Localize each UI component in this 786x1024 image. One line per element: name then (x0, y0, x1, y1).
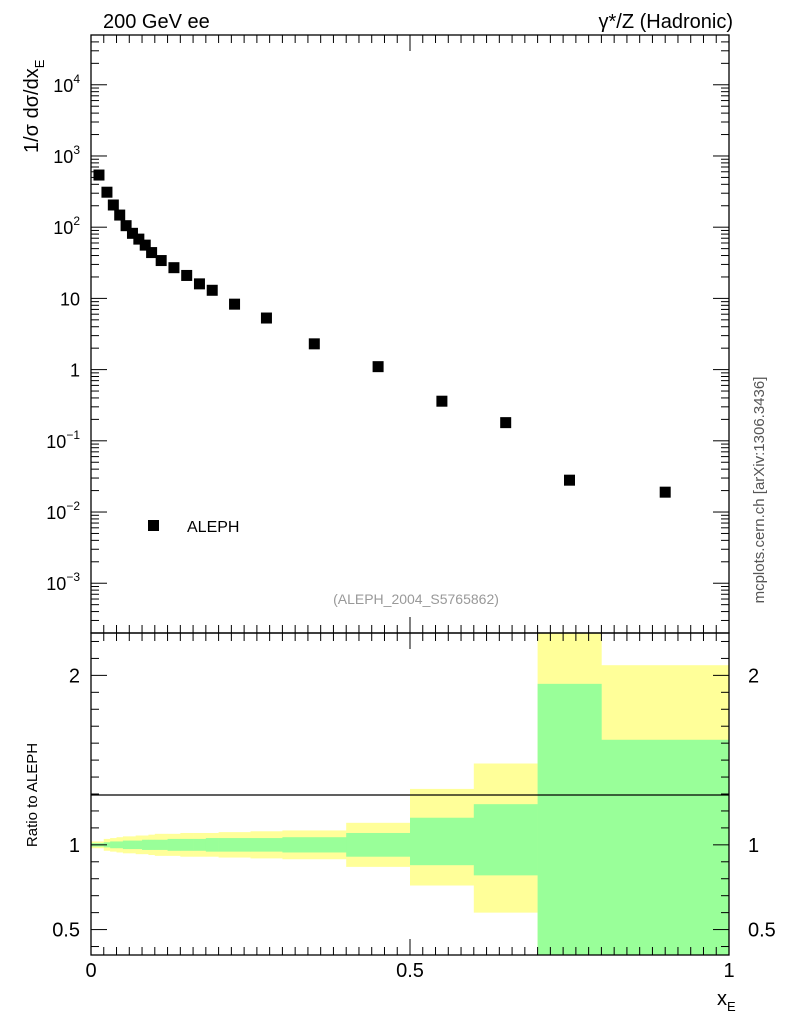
ratio-band-inner (110, 841, 117, 849)
header-left-title: 200 GeV ee (103, 11, 210, 33)
ratio-band-inner (142, 839, 149, 850)
data-point-aleph (260, 312, 272, 324)
x-tick-label: 0.5 (396, 960, 424, 982)
ratio-band-inner (122, 840, 130, 850)
legend-marker-aleph (148, 520, 159, 531)
top-panel-tick-labels: 10−3 10−2 10−1 1 10 102 103 104 (46, 72, 80, 594)
ratio-bands (91, 633, 730, 955)
bottom-y-tick-label-left: 2 (69, 665, 80, 687)
bottom-panel-frame (90, 632, 730, 956)
bottom-panel-tick-labels: 0.5 0.51 12 20 0.5 1 (52, 665, 776, 982)
bottom-y-tick-label-left: 1 (69, 835, 80, 857)
data-point-aleph (101, 186, 113, 198)
top-panel-ticks (90, 34, 730, 634)
side-source-label: mcplots.cern.ch [arXiv:1306.3436] (751, 377, 768, 604)
ratio-band-inner (537, 683, 602, 955)
data-point-aleph (564, 474, 575, 486)
bottom-y-tick-label-right: 2 (748, 665, 759, 687)
top-panel-frame (90, 34, 730, 634)
ratio-band-inner (250, 838, 283, 852)
ratio-band-inner (135, 840, 143, 850)
data-point-aleph (126, 227, 138, 239)
data-point-aleph (120, 220, 132, 232)
header-right-title: γ*/Z (Hadronic) (599, 11, 733, 33)
data-point-aleph (193, 278, 205, 290)
top-y-axis-label: 1/σ dσ/dxE (21, 59, 47, 153)
top-y-tick-label: 102 (53, 214, 80, 238)
data-point-aleph (146, 247, 158, 259)
data-point-aleph (206, 284, 218, 296)
data-point-aleph (168, 262, 180, 274)
data-point-aleph (372, 361, 384, 373)
data-point-aleph (436, 395, 448, 407)
ratio-band-inner (473, 804, 538, 876)
ratio-band-inner (601, 739, 730, 955)
x-tick-label: 1 (723, 960, 734, 982)
ratio-band-inner (167, 838, 181, 851)
ratio-band-inner (346, 832, 411, 857)
data-point-aleph (107, 199, 119, 211)
bottom-y-tick-label-right: 0.5 (748, 920, 776, 942)
top-y-tick-label: 103 (53, 143, 80, 167)
ratio-band-inner (205, 838, 219, 852)
top-y-tick-label: 10−2 (46, 499, 80, 523)
ratio-band-inner (282, 837, 347, 853)
bottom-panel-ticks (90, 633, 730, 955)
ratio-band-inner (180, 838, 194, 851)
top-y-tick-label: 104 (53, 72, 80, 96)
ratio-band-inner (116, 841, 124, 849)
ratio-band-inner (193, 838, 207, 851)
ratio-band-inner (218, 838, 251, 852)
bottom-y-tick-label-left: 0.5 (52, 920, 80, 942)
top-y-tick-label: 10 (60, 289, 80, 309)
bottom-y-axis-label: Ratio to ALEPH (24, 743, 41, 847)
ratio-band-inner (410, 817, 475, 866)
x-axis-label: xE (717, 988, 736, 1014)
top-panel-markers (93, 169, 671, 498)
data-point-aleph (659, 486, 671, 498)
ratio-band-inner (148, 839, 156, 850)
legend-label-aleph: ALEPH (187, 519, 239, 536)
data-point-aleph (308, 338, 320, 350)
data-point-aleph (181, 269, 193, 281)
bottom-y-tick-label-right: 1 (748, 835, 759, 857)
data-point-aleph (155, 255, 167, 267)
reference-label: (ALEPH_2004_S5765862) (333, 591, 499, 607)
ratio-band-inner (129, 840, 136, 850)
ratio-band-inner (103, 842, 111, 848)
x-tick-label: 0 (85, 960, 96, 982)
data-point-aleph (133, 233, 145, 245)
data-point-aleph (93, 169, 105, 181)
data-point-aleph (500, 417, 512, 429)
data-point-aleph (139, 239, 151, 251)
ratio-band-inner (154, 839, 168, 850)
top-y-tick-label: 1 (70, 361, 80, 381)
data-point-aleph (229, 298, 241, 310)
data-point-aleph (114, 209, 126, 221)
top-y-tick-label: 10−3 (46, 570, 80, 594)
top-y-tick-label: 10−1 (46, 428, 80, 452)
